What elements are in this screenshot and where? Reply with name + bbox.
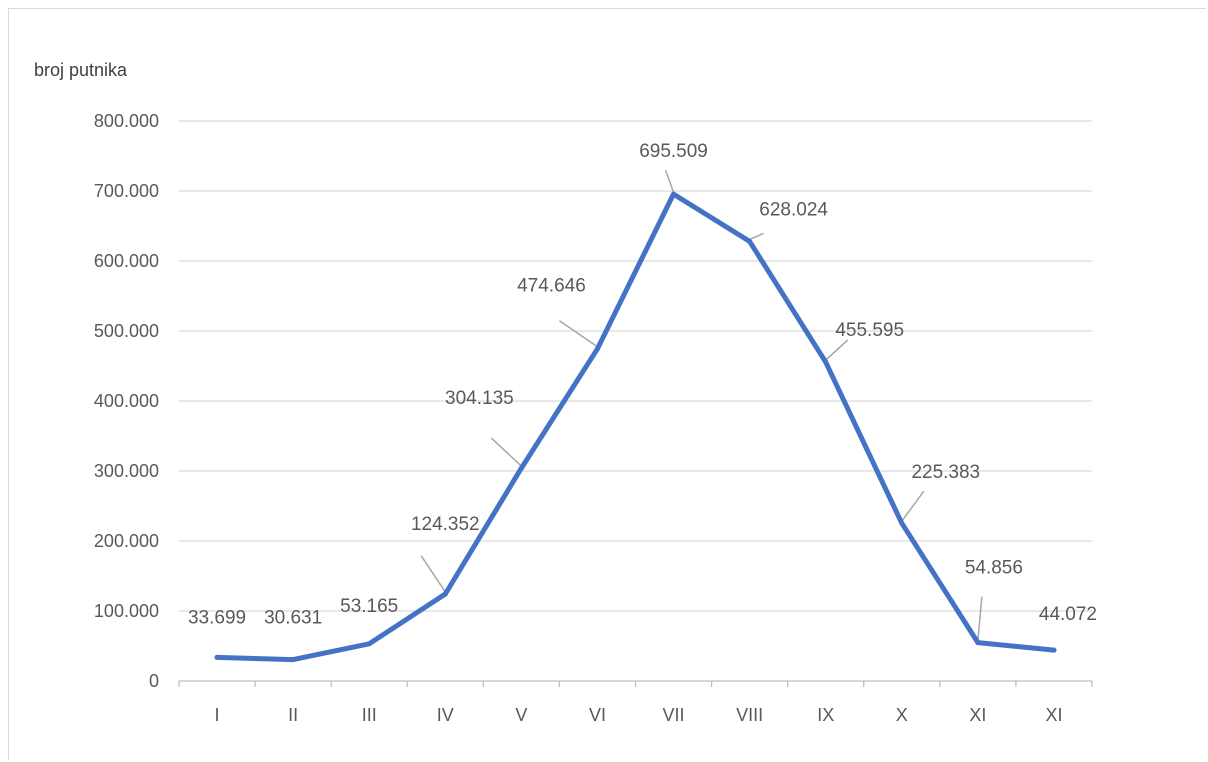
y-axis-label: broj putnika [34,60,128,80]
x-tick-label: II [288,705,298,725]
x-tick-label: X [896,705,908,725]
data-labels: 33.699 30.631 53.165 124.352 304.135 474.646 6… [188,141,1097,628]
x-tick-label: V [515,705,527,725]
data-label: 455.595 [835,320,904,341]
x-tick-label: VI [589,705,606,725]
data-label: 695.509 [639,141,708,162]
data-label: 44.072 [1039,604,1097,625]
data-label: 304.135 [445,388,514,409]
data-label: 124.352 [411,514,480,535]
data-label: 54.856 [965,558,1023,579]
leader-line [825,339,849,361]
y-tick-label: 0 [149,671,159,691]
leader-line [664,169,675,193]
data-point [899,520,905,526]
chart-frame [8,8,1206,760]
series-line [214,191,1057,663]
data-point [594,346,600,352]
series-line-group [214,191,1057,663]
x-tick-label: IX [817,705,834,725]
leader-line [559,320,598,348]
data-point [518,465,524,471]
x-tick-label: IV [437,705,454,725]
y-tick-label: 300.000 [94,461,159,481]
leader-line [977,596,983,641]
x-tick-label: I [215,705,220,725]
data-label: 474.646 [517,276,586,297]
y-tick-label: 600.000 [94,251,159,271]
data-label: 628.024 [759,199,828,220]
x-tick-label: VIII [736,705,763,725]
y-tick-label: 500.000 [94,321,159,341]
y-tick-label: 200.000 [94,531,159,551]
x-tick-label: VII [663,705,685,725]
data-point [366,641,372,647]
data-label: 33.699 [188,607,246,628]
data-label: 53.165 [340,596,398,617]
x-tick-label: XI [969,705,986,725]
leader-line [490,437,522,467]
data-point [975,640,981,646]
data-point [442,591,448,597]
y-tick-label: 800.000 [94,111,159,131]
data-label: 30.631 [264,608,322,629]
data-point [823,359,829,365]
x-tick-label: III [362,705,377,725]
data-point [290,657,296,663]
data-point [1051,647,1057,653]
y-tick-label: 100.000 [94,601,159,621]
y-tick-label: 400.000 [94,391,159,411]
y-tick-label: 700.000 [94,181,159,201]
x-tick-labels: I II III IV V VI VII VIII IX X XI XI [215,705,1063,725]
leader-line [749,232,764,241]
data-label-leaders [420,169,983,641]
leader-line [420,555,446,593]
data-label: 225.383 [911,462,980,483]
x-tick-label: XI [1045,705,1062,725]
gridlines [179,120,1092,612]
data-point [214,654,220,660]
leader-line [901,490,925,522]
axes [178,680,1093,687]
data-point [671,191,677,197]
data-point [747,238,753,244]
y-tick-labels: 0 100.000 200.000 300.000 400.000 500.000 600.… [94,111,159,691]
